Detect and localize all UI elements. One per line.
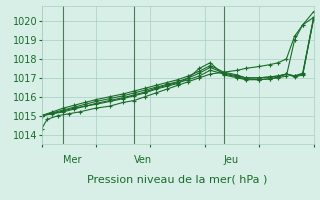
Text: Ven: Ven (134, 155, 152, 165)
Text: Jeu: Jeu (224, 155, 239, 165)
Text: Pression niveau de la mer( hPa ): Pression niveau de la mer( hPa ) (87, 175, 268, 185)
Text: Mer: Mer (63, 155, 82, 165)
